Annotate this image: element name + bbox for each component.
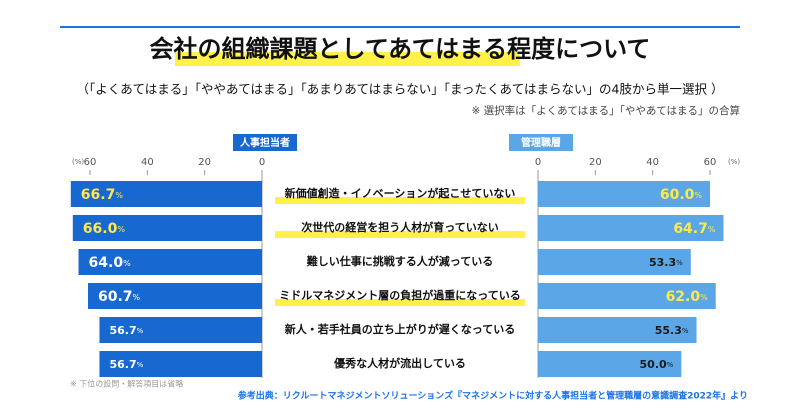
unit-right: (%) xyxy=(728,158,740,166)
category-label: 難しい仕事に挑戦する人が減っている xyxy=(307,254,493,268)
x-tick-label: 40 xyxy=(646,157,659,168)
unit-left: (%) xyxy=(72,158,84,166)
note: ※ 選択率は「よくあてはまる」「ややあてはまる」の合算 xyxy=(471,104,740,117)
series-label-box xyxy=(233,134,297,151)
legend-label: 管理職層 xyxy=(521,136,561,149)
category-label: 新価値創造・イノベーションが起こせていない xyxy=(285,186,516,200)
value-label: 55.3% xyxy=(655,324,689,337)
subtitle: （「よくあてはまる」「ややあてはまる」「あまりあてはまらない」「まったくあてはま… xyxy=(77,82,724,97)
bar xyxy=(70,181,262,207)
chart-title: 会社の組織課題としてあてはまる程度について xyxy=(150,35,651,63)
value-label: 53.3% xyxy=(649,256,683,269)
x-tick-label: 20 xyxy=(198,157,211,168)
bar xyxy=(538,215,724,241)
value-label: 56.7% xyxy=(109,358,143,371)
value-label: 60.0% xyxy=(660,187,703,203)
legend-label: 人事担当者 xyxy=(240,136,290,149)
bar xyxy=(538,181,710,207)
value-label: 56.7% xyxy=(109,324,143,337)
bar xyxy=(87,283,262,309)
category-highlight xyxy=(275,299,525,306)
value-label: 64.7% xyxy=(673,221,716,237)
series-label-box xyxy=(509,134,573,151)
value-label: 66.7% xyxy=(81,187,124,203)
category-label: 新人・若手社員の立ち上がりが遅くなっている xyxy=(285,322,515,336)
bar xyxy=(538,283,716,309)
bar xyxy=(72,215,262,241)
bar xyxy=(538,249,691,275)
x-tick-label: 20 xyxy=(589,157,602,168)
value-label: 62.0% xyxy=(666,289,709,305)
bar xyxy=(538,317,697,343)
x-tick-label: 60 xyxy=(84,157,97,168)
category-highlight xyxy=(275,197,525,204)
bar xyxy=(78,249,263,275)
bar xyxy=(99,351,263,377)
value-label: 60.7% xyxy=(98,289,141,305)
x-tick-label: 60 xyxy=(704,157,717,168)
title-highlight xyxy=(175,52,520,66)
category-label: 優秀な人材が流出している xyxy=(333,356,466,370)
category-highlight xyxy=(275,231,525,238)
category-label: ミドルマネジメント層の負担が過重になっている xyxy=(279,288,520,302)
x-tick-label: 40 xyxy=(141,157,154,168)
source: 参考出典：リクルートマネジメントソリューションズ『マネジメントに対する人事担当者… xyxy=(238,390,748,402)
bar xyxy=(99,317,263,343)
value-label: 64.0% xyxy=(89,255,132,271)
footnote: ※ 下位の設問・解答項目は省略 xyxy=(70,379,183,389)
x-tick-label: 0 xyxy=(259,157,265,168)
category-label: 次世代の経営を担う人材が育っていない xyxy=(301,220,498,234)
x-tick-label: 0 xyxy=(535,157,541,168)
value-label: 66.0% xyxy=(83,221,126,237)
bar xyxy=(538,351,682,377)
value-label: 50.0% xyxy=(640,358,674,371)
